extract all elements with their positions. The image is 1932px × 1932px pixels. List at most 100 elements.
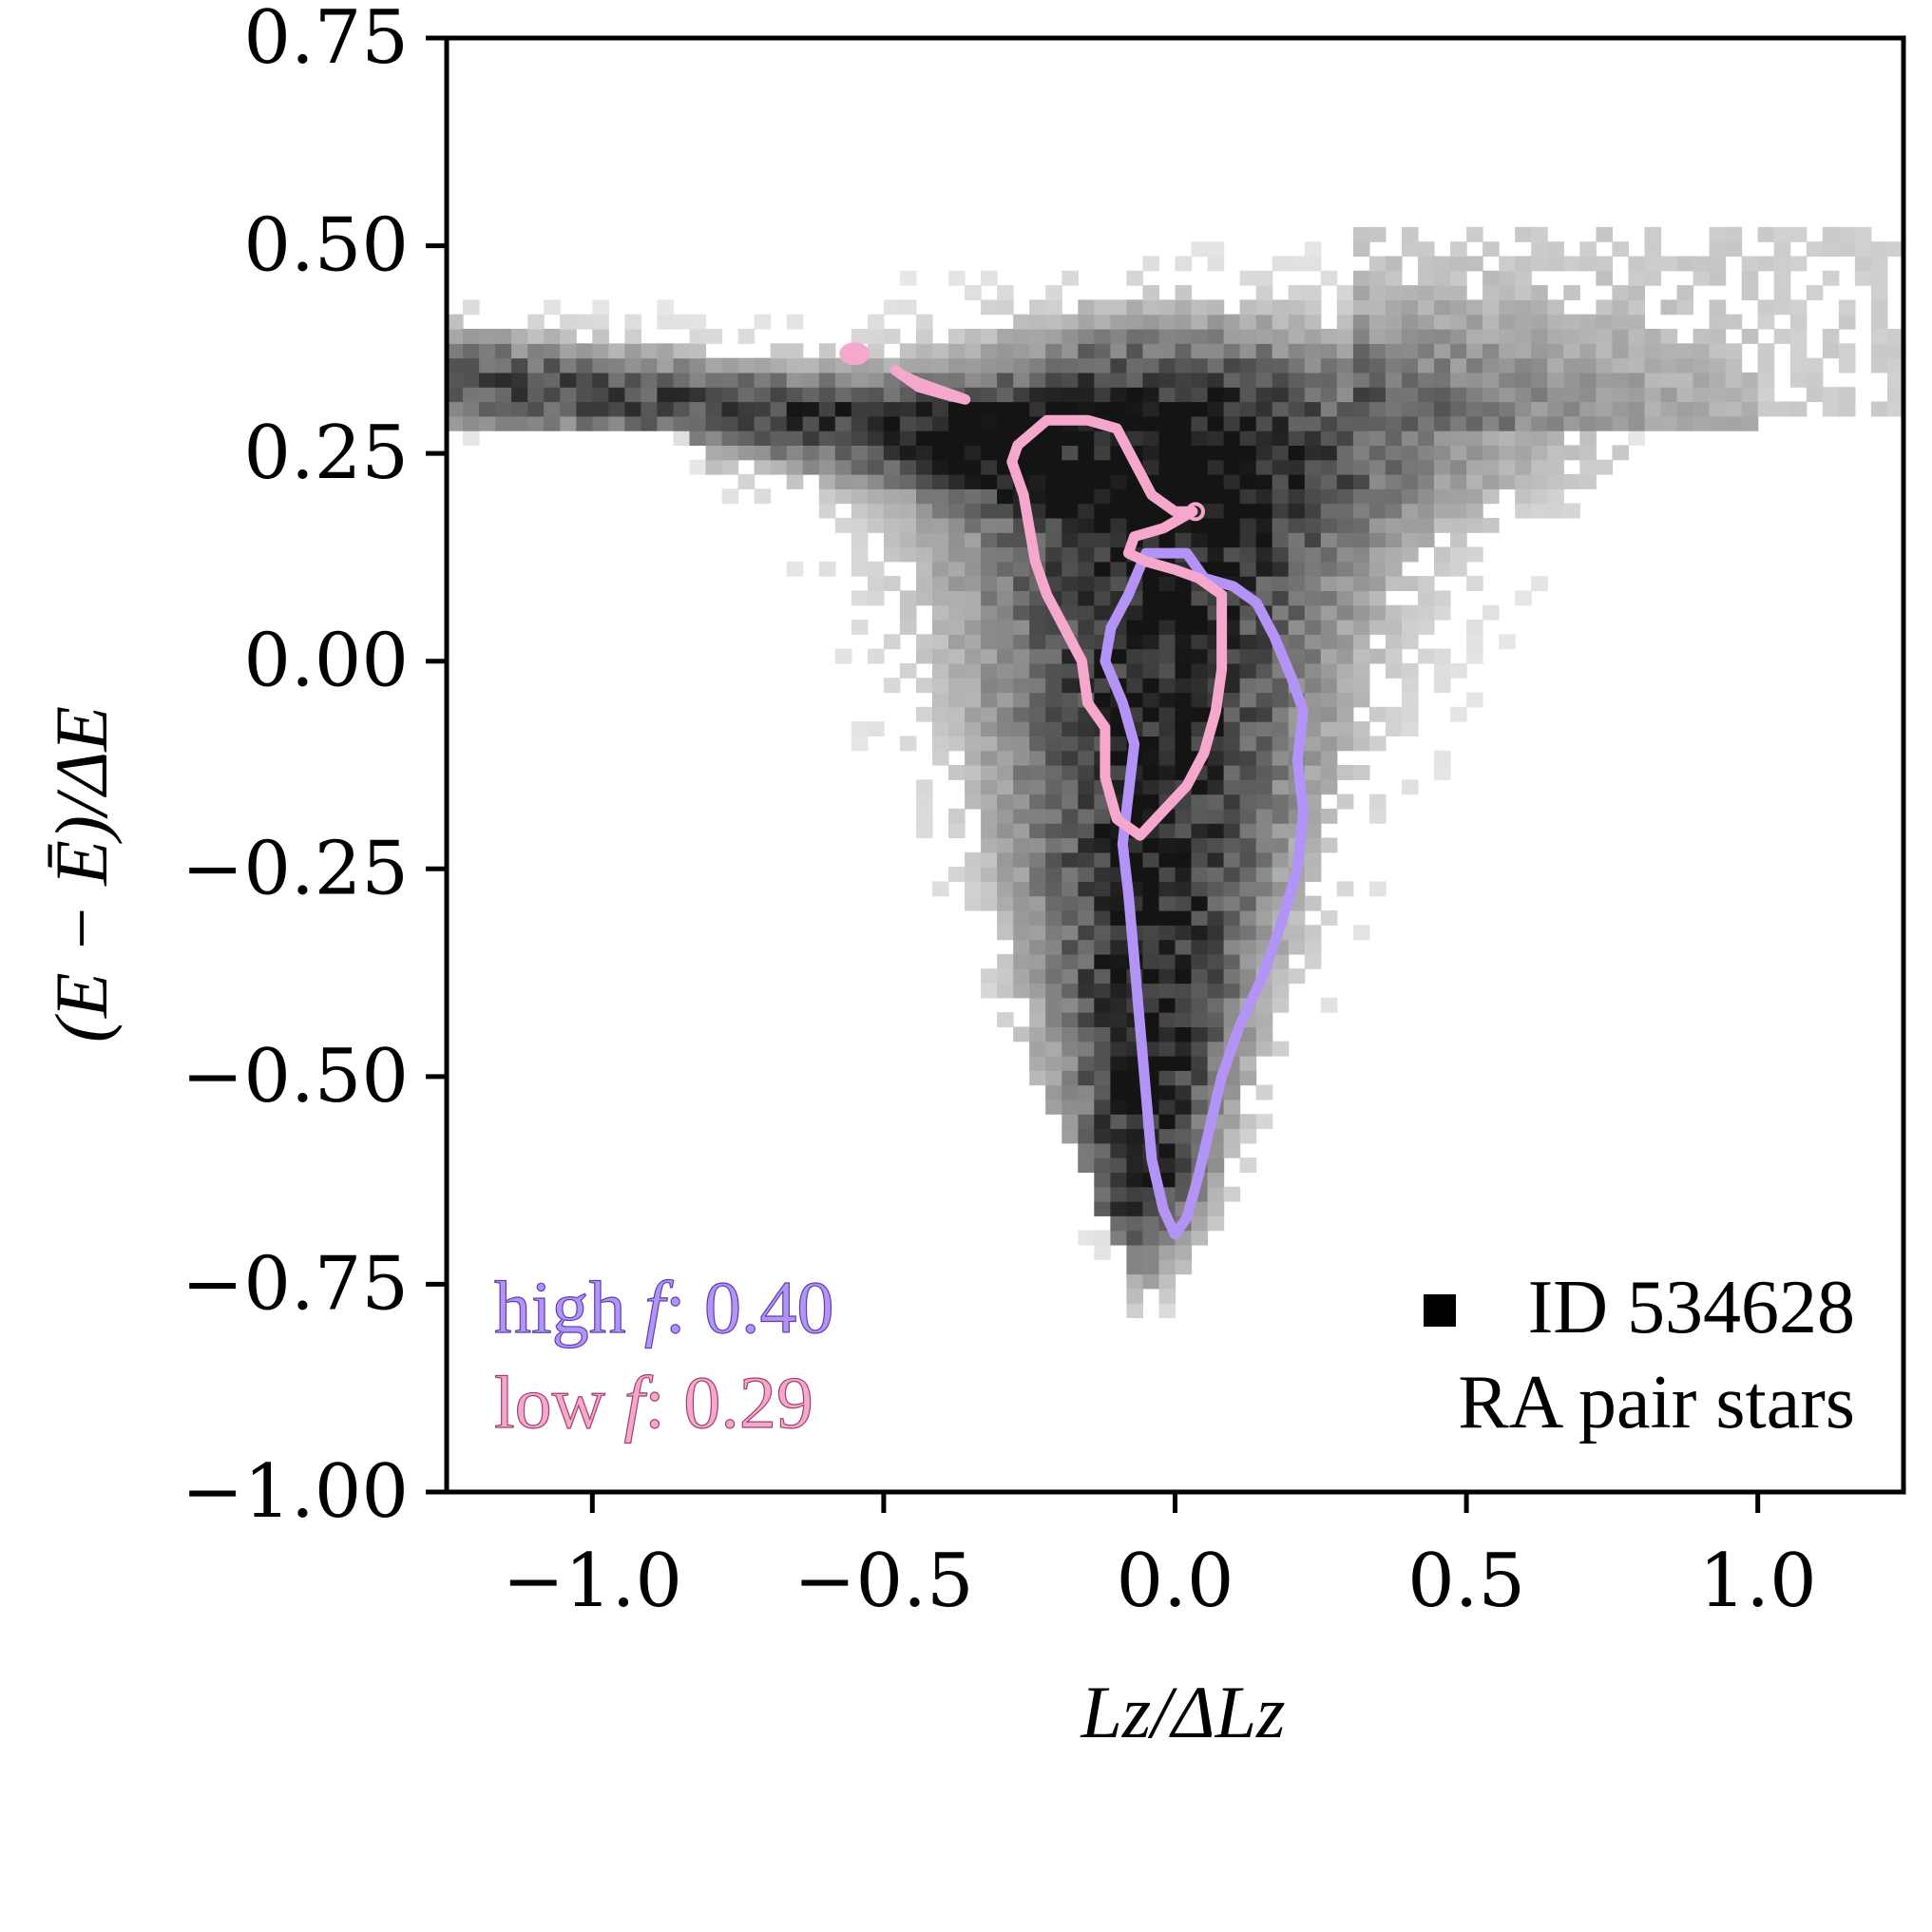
heatmap-cell (1126, 314, 1143, 330)
heatmap-cell (1191, 794, 1209, 810)
heatmap-cell (527, 415, 545, 431)
heatmap-cell (1142, 1259, 1159, 1275)
heatmap-cell (1402, 706, 1419, 722)
heatmap-cell (1191, 808, 1209, 824)
heatmap-cell (1045, 983, 1062, 999)
heatmap-cell (867, 401, 885, 417)
heatmap-cell (1385, 620, 1403, 635)
heatmap-cell (1126, 401, 1143, 417)
heatmap-cell (997, 634, 1014, 650)
heatmap-cell (1062, 1070, 1079, 1086)
heatmap-cell (1013, 387, 1030, 403)
heatmap-cell (1045, 939, 1062, 955)
heatmap-cell (1255, 561, 1273, 577)
heatmap-cell (948, 430, 966, 446)
heatmap-cell (851, 430, 869, 446)
heatmap-cell (1126, 620, 1143, 635)
heatmap-cell (1110, 1041, 1127, 1057)
heatmap-cell (997, 604, 1014, 621)
heatmap-cell (1191, 634, 1209, 650)
heatmap-cell (1822, 270, 1840, 286)
heatmap-cell (1304, 692, 1322, 708)
heatmap-cell (1385, 488, 1403, 505)
heatmap-cell (1110, 561, 1127, 577)
heatmap-cell (851, 415, 869, 431)
heatmap-cell (1110, 1026, 1127, 1043)
heatmap-cell (1142, 634, 1159, 650)
heatmap-cell (1434, 299, 1451, 316)
heatmap-cell (1757, 387, 1775, 403)
heatmap-cell (1175, 488, 1193, 505)
heatmap-cell (1450, 357, 1467, 373)
heatmap-cell (527, 343, 545, 359)
heatmap-cell (997, 648, 1014, 664)
heatmap-cell (834, 401, 852, 417)
heatmap-cell (1239, 430, 1257, 446)
heatmap-cell (1191, 1215, 1209, 1232)
heatmap-cell (1045, 1041, 1062, 1057)
heatmap-cell (689, 343, 707, 359)
heatmap-cell (592, 299, 609, 316)
heatmap-cell (1272, 576, 1290, 591)
heatmap-cell (1094, 604, 1111, 621)
heatmap-cell (851, 620, 869, 635)
heatmap-cell (1045, 299, 1062, 316)
heatmap-cell (997, 953, 1014, 969)
heatmap-cell (1239, 604, 1257, 621)
heatmap-cell (1158, 576, 1176, 591)
heatmap-cell (1110, 1114, 1127, 1130)
heatmap-cell (1029, 837, 1046, 853)
heatmap-cell (1320, 387, 1338, 403)
heatmap-cell (1062, 678, 1079, 694)
heatmap-cell (1547, 474, 1564, 489)
heatmap-cell (1013, 343, 1030, 359)
heatmap-cell (1239, 1114, 1257, 1130)
heatmap-cell (981, 765, 998, 780)
heatmap-cell (592, 314, 609, 330)
heatmap-cell (624, 415, 641, 431)
heatmap-cell (463, 415, 480, 431)
heatmap-cell (1402, 285, 1419, 300)
heatmap-cell (1223, 851, 1241, 868)
heatmap-cell (1223, 765, 1241, 780)
heatmap-cell (1062, 794, 1079, 810)
heatmap-cell (1304, 867, 1322, 882)
heatmap-cell (1175, 1142, 1193, 1158)
heatmap-cell (1709, 372, 1727, 388)
heatmap-cell (1499, 474, 1516, 489)
heatmap-cell (786, 459, 804, 475)
heatmap-cell (818, 445, 836, 461)
heatmap-cell (1402, 241, 1419, 258)
heatmap-cell (965, 561, 982, 577)
heatmap-cell (1320, 779, 1338, 795)
heatmap-cell (899, 517, 917, 533)
heatmap-cell (1272, 765, 1290, 780)
heatmap-cell (948, 503, 966, 519)
heatmap-cell (932, 546, 949, 563)
heatmap-cell (932, 488, 949, 505)
heatmap-cell (1062, 503, 1079, 519)
heatmap-cell (1175, 474, 1193, 489)
heatmap-cell (1385, 634, 1403, 650)
heatmap-cell (1191, 241, 1209, 258)
heatmap-cell (1175, 953, 1193, 969)
heatmap-cell (1029, 808, 1046, 824)
legend-entry-high-f: high f: 0.40 (494, 1266, 834, 1349)
heatmap-cell (883, 415, 901, 431)
heatmap-cell (1272, 692, 1290, 708)
heatmap-cell (1207, 968, 1225, 985)
heatmap-cell (527, 357, 545, 373)
heatmap-cell (1094, 474, 1111, 489)
heatmap-cell (1029, 750, 1046, 766)
heatmap-cell (899, 299, 917, 316)
heatmap-cell (818, 372, 836, 388)
heatmap-cell (1320, 765, 1338, 780)
heatmap-cell (1062, 823, 1079, 839)
heatmap-cell (1062, 851, 1079, 868)
heatmap-cell (1466, 387, 1483, 403)
heatmap-cell (1158, 662, 1176, 679)
heatmap-cell (1062, 387, 1079, 403)
heatmap-cell (1013, 634, 1030, 650)
heatmap-cell (1402, 692, 1419, 708)
heatmap-cell (1434, 517, 1451, 533)
